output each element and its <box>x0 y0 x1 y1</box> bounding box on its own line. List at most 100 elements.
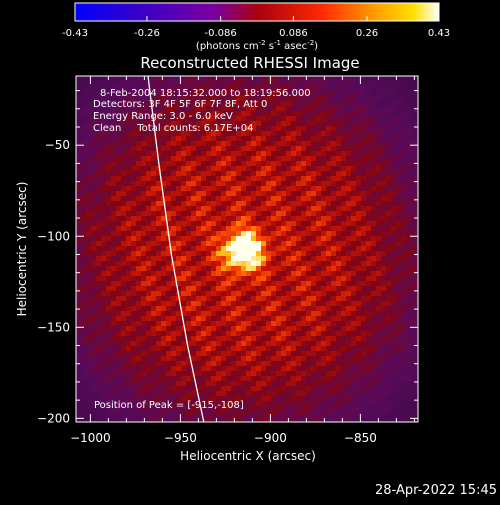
heatmap-cell <box>141 321 146 326</box>
heatmap-cell <box>351 276 356 281</box>
heatmap-cell <box>141 141 146 146</box>
heatmap-cell <box>356 81 361 86</box>
heatmap-cell <box>366 101 371 106</box>
heatmap-cell <box>231 186 236 191</box>
heatmap-cell <box>131 101 136 106</box>
heatmap-cell <box>261 356 266 361</box>
heatmap-cell <box>361 201 366 206</box>
heatmap-cell <box>191 161 196 166</box>
heatmap-cell <box>181 386 186 391</box>
heatmap-cell <box>391 376 396 381</box>
heatmap-cell <box>356 366 361 371</box>
heatmap-cell <box>331 126 336 131</box>
heatmap-cell <box>256 146 261 151</box>
heatmap-cell <box>106 336 111 341</box>
heatmap-cell <box>266 201 271 206</box>
heatmap-cell <box>86 201 91 206</box>
heatmap-cell <box>386 366 391 371</box>
heatmap-cell <box>221 306 226 311</box>
heatmap-cell <box>416 176 418 181</box>
heatmap-cell <box>181 351 186 356</box>
heatmap-cell <box>386 191 391 196</box>
heatmap-cell <box>376 131 381 136</box>
heatmap-cell <box>301 196 306 201</box>
heatmap-cell <box>181 121 186 126</box>
heatmap-cell <box>141 396 146 401</box>
heatmap-cell <box>341 331 346 336</box>
heatmap-cell <box>291 226 296 231</box>
heatmap-cell <box>171 221 176 226</box>
heatmap-cell <box>406 136 411 141</box>
heatmap-cell <box>356 271 361 276</box>
heatmap-cell <box>96 151 101 156</box>
heatmap-cell <box>301 286 306 291</box>
heatmap-cell <box>261 281 266 286</box>
heatmap-cell <box>366 356 371 361</box>
heatmap-cell <box>86 81 91 86</box>
heatmap-cell <box>126 211 131 216</box>
colorbar-tick-label: 0.086 <box>279 28 308 39</box>
heatmap-cell <box>106 351 111 356</box>
heatmap-cell <box>376 136 381 141</box>
heatmap-cell <box>206 321 211 326</box>
heatmap-cell <box>91 391 96 396</box>
heatmap-cell <box>286 311 291 316</box>
heatmap-cell <box>251 326 256 331</box>
heatmap-cell <box>171 391 176 396</box>
heatmap-cell <box>231 211 236 216</box>
heatmap-cell <box>106 171 111 176</box>
heatmap-cell <box>201 386 206 391</box>
heatmap-cell <box>311 266 316 271</box>
heatmap-cell <box>401 351 406 356</box>
heatmap-cell <box>281 411 286 416</box>
heatmap-cell <box>151 401 156 406</box>
heatmap-cell <box>396 221 401 226</box>
heatmap-cell <box>236 131 241 136</box>
heatmap-cell <box>406 216 411 221</box>
heatmap-cell <box>201 216 206 221</box>
heatmap-cell <box>281 226 286 231</box>
heatmap-cell <box>81 161 86 166</box>
heatmap-cell <box>226 336 231 341</box>
heatmap-cell <box>231 316 236 321</box>
heatmap-cell <box>211 146 216 151</box>
heatmap-cell <box>271 256 276 261</box>
heatmap-cell <box>86 306 91 311</box>
heatmap-cell <box>201 241 206 246</box>
heatmap-cell <box>296 171 301 176</box>
heatmap-cell <box>96 381 101 386</box>
heatmap-cell <box>171 236 176 241</box>
heatmap-cell <box>196 231 201 236</box>
heatmap-cell <box>251 411 256 416</box>
heatmap-cell <box>131 156 136 161</box>
heatmap-cell <box>266 81 271 86</box>
heatmap-cell <box>381 266 386 271</box>
heatmap-cell <box>86 366 91 371</box>
heatmap-cell <box>251 216 256 221</box>
heatmap-cell <box>136 326 141 331</box>
heatmap-cell <box>211 111 216 116</box>
heatmap-cell <box>221 216 226 221</box>
heatmap-cell <box>256 336 261 341</box>
heatmap-cell <box>201 336 206 341</box>
heatmap-cell <box>401 126 406 131</box>
heatmap-cell <box>156 306 161 311</box>
heatmap-cell <box>326 151 331 156</box>
heatmap-cell <box>86 226 91 231</box>
heatmap-cell <box>356 166 361 171</box>
heatmap-cell <box>406 341 411 346</box>
heatmap-cell <box>96 146 101 151</box>
heatmap-cell <box>386 276 391 281</box>
heatmap-cell <box>376 156 381 161</box>
heatmap-cell <box>326 121 331 126</box>
heatmap-cell <box>361 331 366 336</box>
heatmap-cell <box>176 121 181 126</box>
heatmap-cell <box>201 341 206 346</box>
heatmap-cell <box>246 396 251 401</box>
heatmap-cell <box>131 176 136 181</box>
heatmap-cell <box>216 366 221 371</box>
heatmap-cell <box>316 256 321 261</box>
heatmap-cell <box>286 231 291 236</box>
heatmap-cell <box>206 186 211 191</box>
heatmap-cell <box>346 81 351 86</box>
